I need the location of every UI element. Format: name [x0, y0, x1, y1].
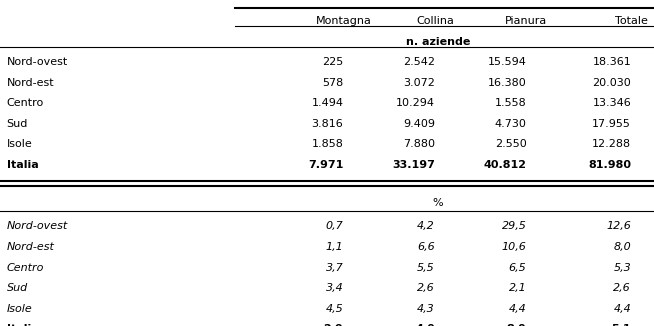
Text: 4,0: 4,0 — [415, 324, 435, 326]
Text: 7.880: 7.880 — [403, 139, 435, 149]
Text: 2.550: 2.550 — [494, 139, 526, 149]
Text: 7.971: 7.971 — [308, 160, 343, 170]
Text: 2,9: 2,9 — [324, 324, 343, 326]
Text: 8,0: 8,0 — [613, 242, 631, 252]
Text: Centro: Centro — [7, 98, 44, 108]
Text: 81.980: 81.980 — [588, 160, 631, 170]
Text: 3.816: 3.816 — [311, 119, 343, 129]
Text: Nord-est: Nord-est — [7, 78, 54, 88]
Text: n. aziende: n. aziende — [406, 37, 470, 47]
Text: 5,1: 5,1 — [611, 324, 631, 326]
Text: Italia: Italia — [7, 324, 39, 326]
Text: 3.072: 3.072 — [403, 78, 435, 88]
Text: %: % — [433, 198, 443, 208]
Text: Sud: Sud — [7, 119, 28, 129]
Text: Isole: Isole — [7, 139, 32, 149]
Text: Totale: Totale — [615, 16, 647, 26]
Text: 4.730: 4.730 — [494, 119, 526, 129]
Text: 33.197: 33.197 — [392, 160, 435, 170]
Text: 10.294: 10.294 — [396, 98, 435, 108]
Text: 40.812: 40.812 — [483, 160, 526, 170]
Text: Nord-est: Nord-est — [7, 242, 54, 252]
Text: 3,4: 3,4 — [326, 283, 343, 293]
Text: 0,7: 0,7 — [326, 221, 343, 231]
Text: 10,6: 10,6 — [502, 242, 526, 252]
Text: Nord-ovest: Nord-ovest — [7, 57, 68, 67]
Text: 15.594: 15.594 — [488, 57, 526, 67]
Text: 6,6: 6,6 — [417, 242, 435, 252]
Text: 13.346: 13.346 — [593, 98, 631, 108]
Text: 1.858: 1.858 — [311, 139, 343, 149]
Text: 29,5: 29,5 — [502, 221, 526, 231]
Text: 5,3: 5,3 — [613, 262, 631, 273]
Text: 1.558: 1.558 — [494, 98, 526, 108]
Text: 18.361: 18.361 — [593, 57, 631, 67]
Text: 2,6: 2,6 — [613, 283, 631, 293]
Text: 6,5: 6,5 — [509, 262, 526, 273]
Text: 12.288: 12.288 — [592, 139, 631, 149]
Text: 225: 225 — [322, 57, 343, 67]
Text: 4,3: 4,3 — [417, 304, 435, 314]
Text: 5,5: 5,5 — [417, 262, 435, 273]
Text: 4,4: 4,4 — [509, 304, 526, 314]
Text: Nord-ovest: Nord-ovest — [7, 221, 68, 231]
Text: 17.955: 17.955 — [593, 119, 631, 129]
Text: Pianura: Pianura — [506, 16, 547, 26]
Text: 9.409: 9.409 — [403, 119, 435, 129]
Text: 1,1: 1,1 — [326, 242, 343, 252]
Text: 2.542: 2.542 — [403, 57, 435, 67]
Text: 2,6: 2,6 — [417, 283, 435, 293]
Text: Montagna: Montagna — [315, 16, 371, 26]
Text: Isole: Isole — [7, 304, 32, 314]
Text: 3,7: 3,7 — [326, 262, 343, 273]
Text: 4,5: 4,5 — [326, 304, 343, 314]
Text: Italia: Italia — [7, 160, 39, 170]
Text: 2,1: 2,1 — [509, 283, 526, 293]
Text: 4,4: 4,4 — [613, 304, 631, 314]
Text: 12,6: 12,6 — [606, 221, 631, 231]
Text: Collina: Collina — [416, 16, 454, 26]
Text: 16.380: 16.380 — [488, 78, 526, 88]
Text: 578: 578 — [322, 78, 343, 88]
Text: Sud: Sud — [7, 283, 27, 293]
Text: 8,0: 8,0 — [507, 324, 526, 326]
Text: 4,2: 4,2 — [417, 221, 435, 231]
Text: 1.494: 1.494 — [311, 98, 343, 108]
Text: Centro: Centro — [7, 262, 44, 273]
Text: 20.030: 20.030 — [593, 78, 631, 88]
